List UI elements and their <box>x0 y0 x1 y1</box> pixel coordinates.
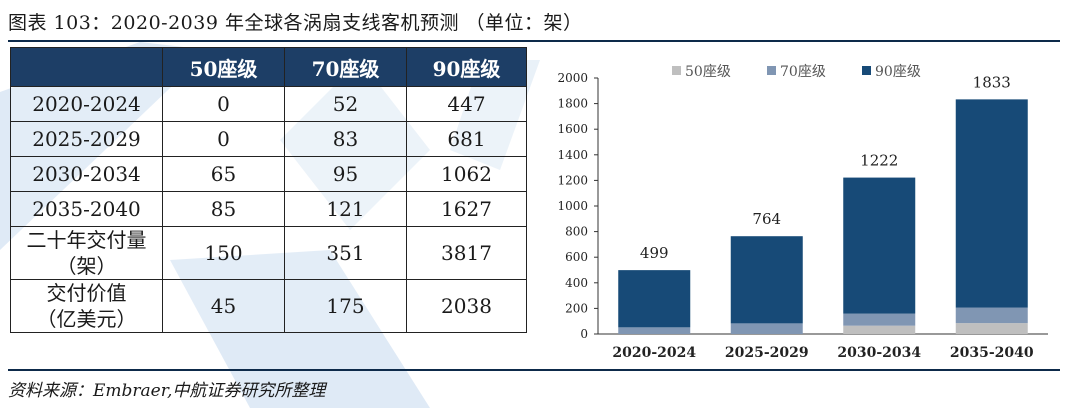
y-tick-label: 800 <box>565 225 588 239</box>
column-header: 90座级 <box>406 47 527 87</box>
table-cell: 681 <box>406 121 527 157</box>
y-tick-label: 0 <box>580 327 588 341</box>
forecast-table: 50座级 70座级 90座级 2020-2024 0 52 447 2025-2… <box>10 47 527 333</box>
total-data-label: 1222 <box>860 152 898 170</box>
column-header: 50座级 <box>162 47 285 87</box>
table-cell: 83 <box>284 121 407 157</box>
y-tick-label: 1200 <box>557 173 588 187</box>
table-cell: 1627 <box>406 191 527 227</box>
table-row: 2030-2034 65 95 1062 <box>10 156 527 192</box>
top-divider <box>8 40 1060 42</box>
figure-title: 图表 103：2020-2039 年全球各涡扇支线客机预测 （单位：架） <box>8 12 583 34</box>
table-row: 交付价值 （亿美元） 45 175 2038 <box>10 279 527 333</box>
table-cell: 45 <box>162 279 285 333</box>
y-tick-label: 1800 <box>557 97 588 111</box>
y-tick-label: 1400 <box>557 148 588 162</box>
row-label: 2020-2024 <box>10 86 163 122</box>
row-label: 二十年交付量 （架） <box>10 226 163 280</box>
bar-segment <box>730 323 803 334</box>
y-tick-label: 1600 <box>557 122 588 136</box>
row-label: 交付价值 （亿美元） <box>10 279 163 333</box>
bar-segment <box>843 313 916 326</box>
row-label-unit: （亿美元） <box>36 307 137 331</box>
total-data-label: 499 <box>640 244 669 262</box>
bottom-divider <box>8 369 1060 371</box>
legend-label: 50座级 <box>685 64 731 80</box>
table-cell: 2038 <box>406 279 527 333</box>
table-cell: 121 <box>284 191 407 227</box>
table-cell: 3817 <box>406 226 527 280</box>
y-tick-label: 400 <box>565 276 588 290</box>
table-corner-cell <box>10 47 163 87</box>
table-row: 2035-2040 85 121 1627 <box>10 191 527 227</box>
row-label-line: 交付价值 <box>46 281 127 305</box>
bar-segment <box>843 325 916 334</box>
table-cell: 0 <box>162 121 285 157</box>
row-label-line: 二十年交付量 <box>26 228 147 252</box>
table-row: 2025-2029 0 83 681 <box>10 121 527 157</box>
y-tick-label: 2000 <box>557 71 588 85</box>
table-cell: 1062 <box>406 156 527 192</box>
table-cell: 447 <box>406 86 527 122</box>
row-label: 2035-2040 <box>10 191 163 227</box>
y-tick-label: 600 <box>565 250 588 264</box>
source-note: 资料来源：Embraer,中航证券研究所整理 <box>8 381 326 401</box>
bar-segment <box>955 99 1028 308</box>
total-data-label: 1833 <box>973 73 1011 91</box>
table-header-row: 50座级 70座级 90座级 <box>10 47 527 87</box>
table-cell: 175 <box>284 279 407 333</box>
table-cell: 0 <box>162 86 285 122</box>
stacked-bar-chart: 0 200 400 600 800 1000 1200 1400 1600 1800 2000 499… <box>557 64 1048 361</box>
table-cell: 150 <box>162 226 285 280</box>
table-cell: 52 <box>284 86 407 122</box>
table-cell: 95 <box>284 156 407 192</box>
table-cell: 85 <box>162 191 285 227</box>
legend-label: 90座级 <box>875 64 921 80</box>
bar-segment <box>730 236 803 324</box>
x-tick-label: 2035-2040 <box>950 345 1034 361</box>
table-cell: 351 <box>284 226 407 280</box>
row-label: 2025-2029 <box>10 121 163 157</box>
column-header: 70座级 <box>284 47 407 87</box>
y-tick-label: 200 <box>565 301 588 315</box>
table-cell: 65 <box>162 156 285 192</box>
legend-swatch <box>672 66 681 75</box>
bar-segment <box>618 270 691 328</box>
x-tick-label: 2020-2024 <box>612 345 696 361</box>
legend-label: 70座级 <box>780 64 826 80</box>
row-label: 2030-2034 <box>10 156 163 192</box>
table-row: 二十年交付量 （架） 150 351 3817 <box>10 226 527 280</box>
x-tick-label: 2025-2029 <box>725 345 809 361</box>
x-tick-label: 2030-2034 <box>837 345 921 361</box>
bar-segment <box>955 307 1028 324</box>
bar-segment <box>618 327 691 334</box>
bar-segment <box>843 177 916 314</box>
y-tick-label: 1000 <box>557 199 588 213</box>
total-data-label: 764 <box>752 210 781 228</box>
bar-segment <box>955 323 1028 334</box>
row-label-unit: （架） <box>56 254 117 278</box>
legend-swatch <box>862 66 871 75</box>
table-row: 2020-2024 0 52 447 <box>10 86 527 122</box>
legend-swatch <box>767 66 776 75</box>
